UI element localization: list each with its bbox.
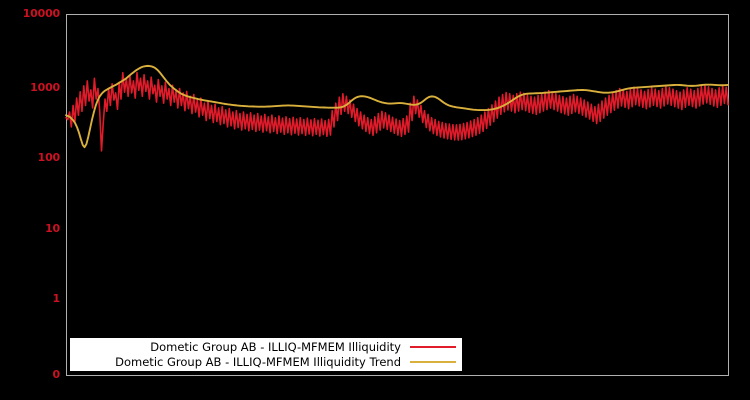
- series-line: [65, 71, 729, 152]
- y-axis-tick-label: 100: [37, 151, 61, 164]
- legend-item-label: Dometic Group AB - ILLIQ-MFMEM Illiquidi…: [115, 355, 401, 369]
- series-line: [65, 64, 729, 149]
- legend-item[interactable]: Dometic Group AB - ILLIQ-MFMEM Illiquidi…: [70, 355, 462, 370]
- legend-color-swatch: [410, 361, 456, 363]
- y-axis-tick-label: 10000: [22, 7, 60, 20]
- chart-legend[interactable]: Dometic Group AB - ILLIQ-MFMEM Illiquidi…: [70, 338, 462, 371]
- legend-item-label: Dometic Group AB - ILLIQ-MFMEM Illiquidi…: [150, 340, 401, 354]
- plot-frame-rect: [66, 14, 729, 376]
- y-axis-tick-label: 1: [52, 292, 61, 305]
- plot-frame: [66, 14, 729, 376]
- y-axis-tick-label: 10: [45, 222, 60, 235]
- y-axis-tick-label: 0: [52, 368, 61, 381]
- y-axis-tick-label: 1000: [30, 81, 60, 94]
- legend-color-swatch: [410, 346, 456, 348]
- legend-item[interactable]: Dometic Group AB - ILLIQ-MFMEM Illiquidi…: [70, 340, 462, 355]
- series-lines: [65, 64, 729, 152]
